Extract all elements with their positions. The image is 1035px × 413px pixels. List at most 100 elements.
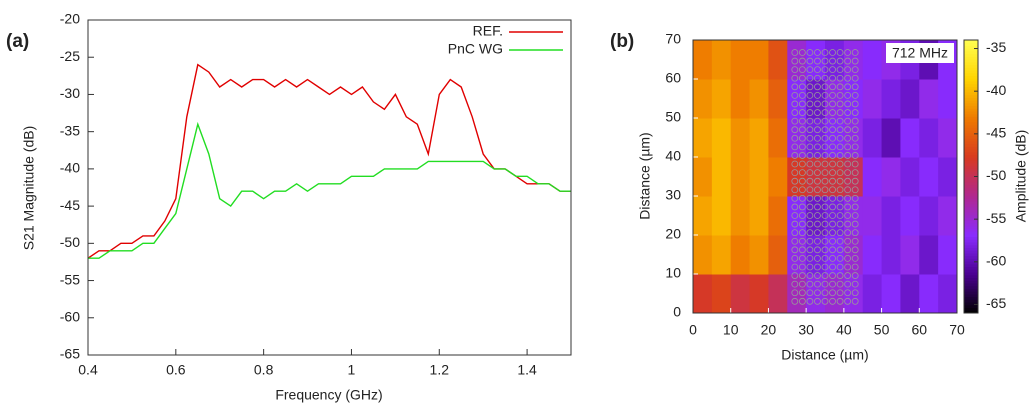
colorbar-step xyxy=(964,50,978,55)
hole xyxy=(844,143,852,151)
heat-cell xyxy=(919,235,939,275)
hole xyxy=(798,237,806,245)
colorbar-step xyxy=(964,127,978,131)
colorbar-step xyxy=(964,181,978,186)
colorbar-step xyxy=(964,119,978,123)
x-tick-label: 0 xyxy=(689,322,697,338)
hole xyxy=(821,100,829,108)
colorbar-step xyxy=(964,203,978,208)
y-tick-label: 20 xyxy=(665,226,681,242)
hole xyxy=(791,263,799,271)
hole xyxy=(806,117,814,125)
heat-cell xyxy=(749,79,769,119)
colorbar-step xyxy=(964,94,978,98)
colorbar-step xyxy=(964,135,978,139)
hole xyxy=(844,254,852,262)
colorbar-step xyxy=(964,282,978,287)
colorbar-step xyxy=(964,244,978,248)
heat-cell xyxy=(768,79,788,119)
hole xyxy=(806,237,814,245)
hole xyxy=(851,212,859,219)
hole xyxy=(851,246,859,254)
hole xyxy=(791,169,799,177)
colorbar-step xyxy=(964,116,978,120)
hole xyxy=(821,289,829,297)
hole xyxy=(844,237,852,245)
hole xyxy=(851,263,859,271)
hole xyxy=(806,160,814,168)
colorbar-step xyxy=(964,132,978,137)
hole xyxy=(798,212,806,219)
hole xyxy=(798,160,806,168)
heat-cell xyxy=(693,79,713,119)
colorbar-step xyxy=(964,269,978,273)
colorbar-step xyxy=(964,124,978,128)
colorbar-step xyxy=(964,209,978,213)
colorbar-step xyxy=(964,222,978,227)
hole xyxy=(791,272,799,279)
heat-cell xyxy=(900,79,920,119)
heat-cell xyxy=(768,235,788,275)
hole xyxy=(791,280,799,288)
heat-cell xyxy=(938,79,958,119)
hole xyxy=(791,117,799,125)
colorbar-step xyxy=(964,102,978,107)
hole xyxy=(851,152,859,159)
hole xyxy=(836,134,844,142)
colorbar-step xyxy=(964,198,978,202)
hole xyxy=(821,152,829,159)
hole xyxy=(836,177,844,185)
hole xyxy=(851,100,859,108)
hole xyxy=(791,109,799,116)
y-tick-label: -45 xyxy=(60,197,80,213)
hole xyxy=(791,100,799,108)
hole xyxy=(814,212,821,219)
hole xyxy=(814,100,821,108)
hole xyxy=(814,91,821,99)
hole xyxy=(829,212,836,219)
y-tick-label: -40 xyxy=(60,160,80,176)
colorbar-step xyxy=(964,299,978,303)
hole xyxy=(851,169,859,177)
heat-cell xyxy=(900,157,920,197)
hole xyxy=(836,91,844,99)
colorbar-step xyxy=(964,83,978,87)
heat-cell xyxy=(862,40,883,80)
colorbar-step xyxy=(964,91,978,96)
heat-cell xyxy=(768,40,788,80)
heat-cell xyxy=(730,274,751,314)
hole xyxy=(791,143,799,151)
colorbar-step xyxy=(964,280,978,284)
hole xyxy=(829,74,836,82)
hole xyxy=(836,126,844,134)
colorbar-step xyxy=(964,266,978,270)
hole xyxy=(836,272,844,279)
chart-title: 712 MHz xyxy=(892,45,948,61)
heat-cell xyxy=(693,235,713,275)
colorbar-tick-label: -50 xyxy=(986,167,1006,183)
hole xyxy=(791,194,799,202)
hole xyxy=(791,229,799,237)
x-tick-label: 50 xyxy=(874,322,890,338)
hole xyxy=(821,254,829,262)
hole xyxy=(851,91,859,99)
heat-cell xyxy=(919,118,939,158)
colorbar-step xyxy=(964,67,978,71)
heat-cell xyxy=(881,274,901,314)
colorbar-step xyxy=(964,97,978,101)
heat-cell xyxy=(730,118,751,158)
hole xyxy=(844,194,852,202)
heat-cell xyxy=(900,274,920,314)
hole xyxy=(829,246,836,254)
heat-cell xyxy=(711,235,732,275)
hole xyxy=(844,100,852,108)
hole xyxy=(791,126,799,134)
colorbar-step xyxy=(964,173,978,177)
colorbar-step xyxy=(964,285,978,289)
y-axis-label: S21 Magnitude (dB) xyxy=(21,126,37,251)
colorbar-step xyxy=(964,217,978,221)
hole xyxy=(836,263,844,271)
hole xyxy=(821,246,829,254)
heat-cell xyxy=(787,40,807,80)
hole xyxy=(844,57,852,65)
